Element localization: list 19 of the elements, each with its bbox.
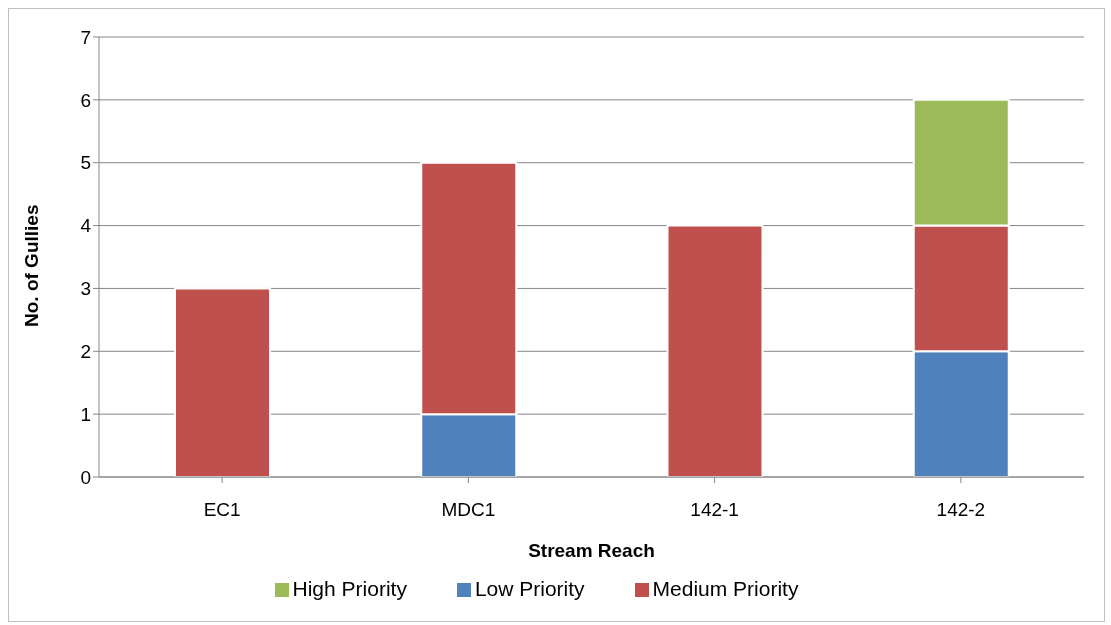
- y-tick-label: 4: [80, 215, 92, 237]
- x-tick-label: MDC1: [441, 499, 496, 521]
- y-axis-title: No. of Gullies: [20, 204, 42, 327]
- bar: [174, 287, 271, 477]
- y-tick-label: 0: [80, 466, 91, 488]
- y-tick-label: 5: [80, 152, 91, 174]
- bar: [666, 224, 764, 477]
- y-tick-label: 7: [80, 26, 91, 48]
- y-tick-label: 2: [80, 341, 91, 363]
- x-tick-label: 142-1: [690, 499, 739, 521]
- y-tick-label: 6: [80, 89, 91, 111]
- y-tick-label: 3: [80, 278, 91, 300]
- x-axis-title: Stream Reach: [528, 540, 655, 561]
- y-tick-label: 1: [80, 403, 91, 425]
- legend-label: Low Priority: [474, 577, 585, 600]
- x-tick-label: 142-2: [936, 499, 986, 521]
- legend-label: Medium Priority: [652, 577, 799, 600]
- x-tick-label: EC1: [203, 499, 241, 521]
- legend-label: High Priority: [292, 577, 407, 600]
